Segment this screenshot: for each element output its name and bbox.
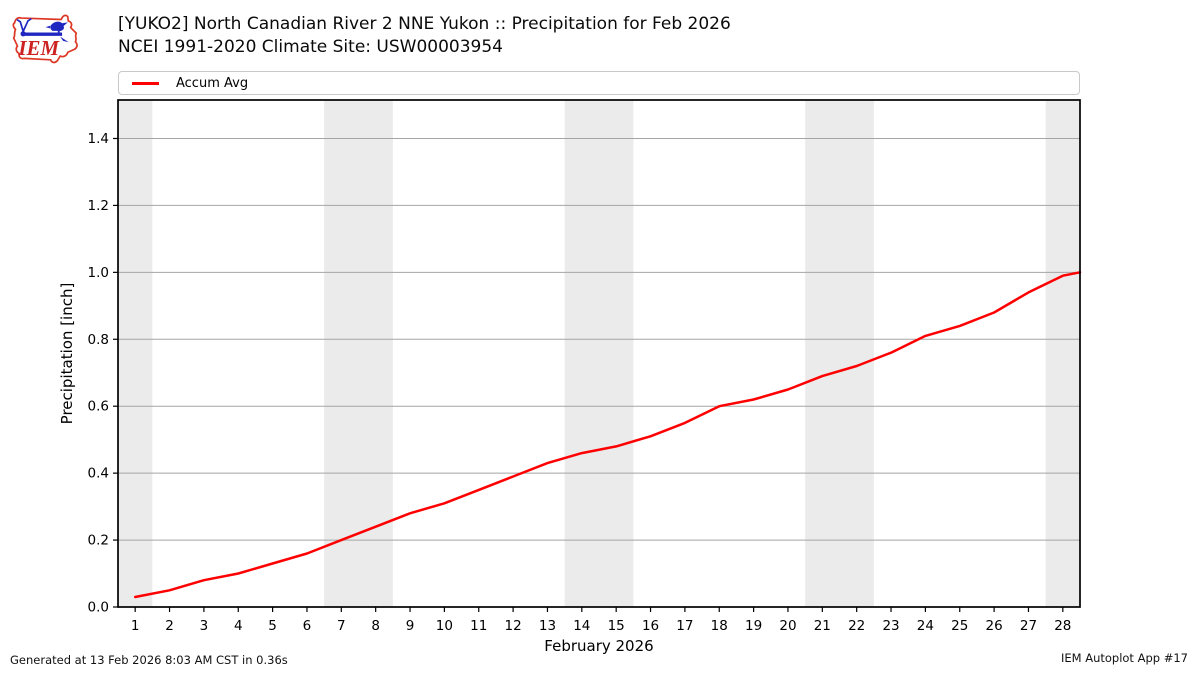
y-tick-label: 0.4 — [88, 466, 109, 482]
x-tick-label: 3 — [200, 618, 209, 634]
x-tick-label: 12 — [505, 618, 522, 634]
x-tick-label: 19 — [745, 618, 762, 634]
weekend-band — [1045, 100, 1080, 607]
x-tick-label: 1 — [131, 618, 140, 634]
chart-subtitle: NCEI 1991-2020 Climate Site: USW00003954 — [118, 37, 503, 57]
weekend-band — [118, 100, 153, 607]
x-tick-label: 25 — [951, 618, 968, 634]
x-tick-label: 23 — [882, 618, 899, 634]
x-axis-label: February 2026 — [544, 637, 653, 655]
x-tick-label: 27 — [1020, 618, 1037, 634]
x-tick-label: 8 — [371, 618, 380, 634]
legend-line-swatch — [132, 81, 159, 85]
y-tick-label: 1.2 — [88, 198, 109, 214]
y-tick-label: 1.4 — [88, 131, 109, 147]
x-tick-label: 17 — [676, 618, 693, 634]
y-tick-label: 0.6 — [88, 399, 109, 415]
y-tick-label: 1.0 — [88, 265, 109, 281]
x-tick-label: 11 — [470, 618, 487, 634]
chart-title-block: [YUKO2] North Canadian River 2 NNE Yukon… — [118, 13, 731, 59]
x-tick-label: 13 — [539, 618, 556, 634]
x-tick-label: 20 — [779, 618, 796, 634]
x-tick-label: 4 — [234, 618, 243, 634]
x-tick-label: 22 — [848, 618, 865, 634]
iem-logo: IEM — [12, 14, 78, 64]
y-tick-label: 0.2 — [88, 533, 109, 549]
x-tick-label: 21 — [814, 618, 831, 634]
x-tick-label: 16 — [642, 618, 659, 634]
x-tick-label: 28 — [1054, 618, 1071, 634]
x-tick-label: 5 — [268, 618, 277, 634]
y-axis-label: Precipitation [inch] — [58, 283, 76, 425]
y-tick-label: 0.0 — [88, 600, 109, 616]
accum-avg-line — [133, 271, 1082, 599]
app-credit: IEM Autoplot App #17 — [1060, 651, 1188, 665]
x-tick-label: 7 — [337, 618, 346, 634]
generated-timestamp: Generated at 13 Feb 2026 8:03 AM CST in … — [10, 653, 288, 667]
x-tick-label: 6 — [303, 618, 312, 634]
weekend-band — [324, 100, 393, 607]
legend: Accum Avg — [118, 71, 1080, 95]
x-tick-label: 14 — [573, 618, 590, 634]
chart-title: [YUKO2] North Canadian River 2 NNE Yukon… — [118, 14, 731, 34]
x-tick-label: 24 — [917, 618, 934, 634]
x-tick-label: 9 — [406, 618, 415, 634]
plot-border — [117, 99, 1081, 608]
x-tick-label: 18 — [711, 618, 728, 634]
weekend-band — [805, 100, 874, 607]
x-tick-label: 2 — [165, 618, 174, 634]
weekend-band — [564, 100, 634, 607]
x-tick-label: 10 — [436, 618, 453, 634]
legend-label: Accum Avg — [176, 75, 249, 91]
y-tick-label: 0.8 — [88, 332, 109, 348]
x-tick-label: 26 — [986, 618, 1003, 634]
x-tick-label: 15 — [608, 618, 625, 634]
iem-logo-text: IEM — [17, 36, 60, 60]
